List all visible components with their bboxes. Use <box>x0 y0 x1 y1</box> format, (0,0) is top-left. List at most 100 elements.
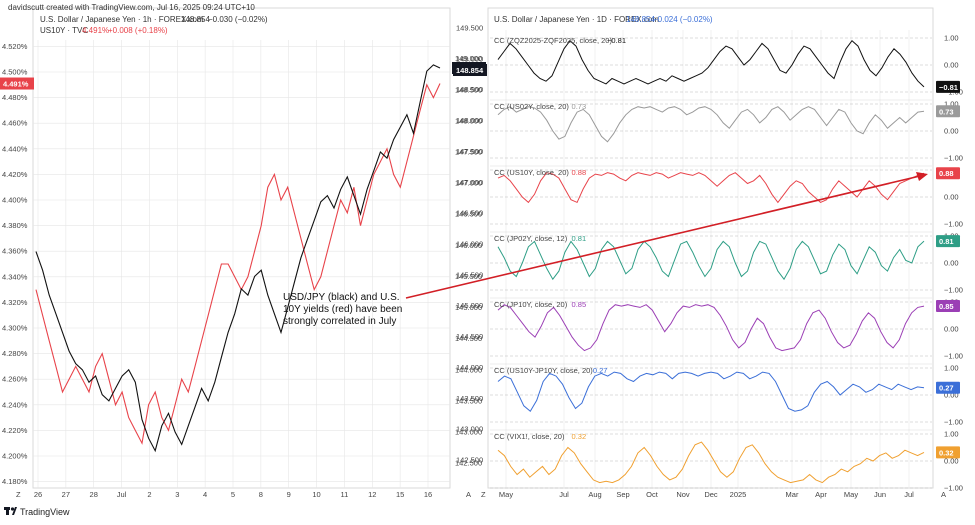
panel-last-badge-text-4: 0.85 <box>939 302 954 311</box>
right-price-tick: 148.000 <box>456 116 483 125</box>
right-x-tick: 2025 <box>730 490 747 499</box>
left-grid: 4.520% 4.500% 4.480% 4.460% 4.440% 4.420% 4.40… <box>2 40 482 499</box>
panel-ref-tick: −1.00 <box>944 220 963 229</box>
left-y-tick: 4.480% <box>2 93 28 102</box>
left-price-tick: 147.500 <box>455 148 482 157</box>
left-y-tick: 4.300% <box>2 324 28 333</box>
left-legend-usdjpy-change: −0.030 (−0.02%) <box>208 15 268 24</box>
left-x-tick: 9 <box>287 490 291 499</box>
left-x-tick: Jul <box>117 490 127 499</box>
left-y-tick: 4.520% <box>2 42 28 51</box>
right-price-tick: 144.500 <box>456 332 483 341</box>
right-x-tick: Sep <box>616 490 629 499</box>
panel-ref-tick: 1.00 <box>944 100 959 109</box>
left-legend-us10y-label: US10Y · TVC <box>40 26 88 35</box>
left-x-tick: 28 <box>90 490 98 499</box>
panel-legend-value-6: 0.32 <box>572 432 587 441</box>
panel-ref-tick: −1.00 <box>944 484 963 493</box>
panel-series-line-0 <box>497 39 925 88</box>
right-price-tick: 142.500 <box>456 456 483 465</box>
right-x-tick: Oct <box>646 490 659 499</box>
panel-legend-6: CC (VIX1!, close, 20) <box>494 432 565 441</box>
panel-legend-value-0: −0.81 <box>607 36 626 45</box>
left-legend-us10y-value: 4.491% <box>82 26 109 35</box>
right-x-tick: May <box>499 490 513 499</box>
panel-series-line-4 <box>497 304 925 352</box>
annotation-line-3: strongly correlated in July <box>283 316 396 327</box>
right-z-marker: Z <box>481 490 486 499</box>
left-price-tick: 148.500 <box>455 85 482 94</box>
right-x-tick: Nov <box>676 490 690 499</box>
left-x-tick: 8 <box>259 490 263 499</box>
panel-ref-tick: 0.00 <box>944 61 959 70</box>
panel-last-badge-0 <box>936 80 960 93</box>
annotation-arrow <box>405 172 928 299</box>
left-x-tick: 27 <box>62 490 70 499</box>
right-price-tick: 146.500 <box>456 209 483 218</box>
panel-ref-tick: 0.00 <box>944 457 959 466</box>
panel-ref-tick: 0.00 <box>944 391 959 400</box>
right-price-tick: 143.000 <box>456 425 483 434</box>
left-y-tick: 4.220% <box>2 426 28 435</box>
right-legend-usdjpy: U.S. Dollar / Japanese Yen · 1D · FOREX.… <box>494 15 713 24</box>
panel-last-badge-text-6: 0.32 <box>939 448 954 457</box>
footer-brand: TradingView <box>20 507 70 517</box>
right-x-tick: Jul <box>559 490 569 499</box>
left-z-marker: Z <box>16 490 21 499</box>
right-x-tick: May <box>844 490 858 499</box>
right-x-tick: Aug <box>588 490 601 499</box>
left-x-tick: 11 <box>341 490 349 499</box>
panel-legend-value-2: 0.88 <box>572 168 587 177</box>
left-x-tick: 16 <box>424 490 432 499</box>
left-legend-usdjpy: U.S. Dollar / Japanese Yen · 1h · FOREX.… <box>40 15 268 24</box>
left-y-tick: 4.400% <box>2 196 28 205</box>
annotation: USD/JPY (black) and U.S. 10Y yields (red… <box>283 292 402 327</box>
right-x-tick: Dec <box>704 490 718 499</box>
right-price-tick: 144.000 <box>456 363 483 372</box>
panel-last-badge-text-0: −0.81 <box>939 83 958 92</box>
right-price-tick: 145.000 <box>456 301 483 310</box>
us10y-last-badge <box>0 77 34 90</box>
panel-legend-2: CC (US10Y, close, 20) <box>494 168 569 177</box>
left-y-tick: 4.340% <box>2 272 28 281</box>
left-x-tick: 15 <box>396 490 404 499</box>
left-price-tick: 147.000 <box>455 179 482 188</box>
left-y-tick: 4.180% <box>2 477 28 486</box>
panel-ref-tick: 0.00 <box>944 259 959 268</box>
right-panels-group: 1.00 0.00 −1.00 CC (ZQZ2025-ZQF2025, close,… <box>453 34 963 493</box>
right-price-tick: 143.500 <box>456 394 483 403</box>
left-price-tick: 143.500 <box>455 396 482 405</box>
panel-legend-value-5: 0.27 <box>593 366 608 375</box>
left-y-tick: 4.460% <box>2 119 28 128</box>
panel-last-badge-3 <box>936 235 960 248</box>
left-y-tick: 4.260% <box>2 375 28 384</box>
footer: TradingView <box>0 503 975 520</box>
panel-legend-0: CC (ZQZ2025-ZQF2025, close, 20) <box>494 36 612 45</box>
left-y-tick: 4.360% <box>2 247 28 256</box>
right-price-tick: 147.500 <box>456 147 483 156</box>
right-price-tick: 147.000 <box>456 178 483 187</box>
left-legend-usdjpy-label: U.S. Dollar / Japanese Yen · 1h · FOREX.… <box>40 15 204 24</box>
right-price-tick: 149.000 <box>456 54 483 63</box>
right-price-badge <box>453 64 487 76</box>
left-price-tick: 148.000 <box>455 116 482 125</box>
creator-text: davidscutt created with TradingView.com,… <box>8 3 255 12</box>
right-legend-usdjpy-label: U.S. Dollar / Japanese Yen · 1D · FOREX.… <box>494 15 659 24</box>
panel-ref-tick: 1.00 <box>944 430 959 439</box>
left-plot-area[interactable] <box>32 7 451 489</box>
panel-series-line-6 <box>497 441 925 484</box>
panel-last-badge-5 <box>936 381 960 394</box>
right-price-tick: 145.500 <box>456 270 483 279</box>
us10y-series-line <box>35 83 441 445</box>
panel-ref-tick: −1.00 <box>944 286 963 295</box>
panel-last-badge-text-1: 0.73 <box>939 107 954 116</box>
panel-legend-5: CC (US10Y-JP10Y, close, 20) <box>494 366 593 375</box>
left-x-tick: 3 <box>175 490 179 499</box>
annotation-line-2: 10Y yields (red) have been <box>283 304 402 315</box>
left-price-tick: 149.000 <box>455 54 482 63</box>
panel-series-line-3 <box>497 240 925 281</box>
panel-last-badge-text-2: 0.88 <box>939 169 954 178</box>
left-price-tick: 146.000 <box>455 241 482 250</box>
